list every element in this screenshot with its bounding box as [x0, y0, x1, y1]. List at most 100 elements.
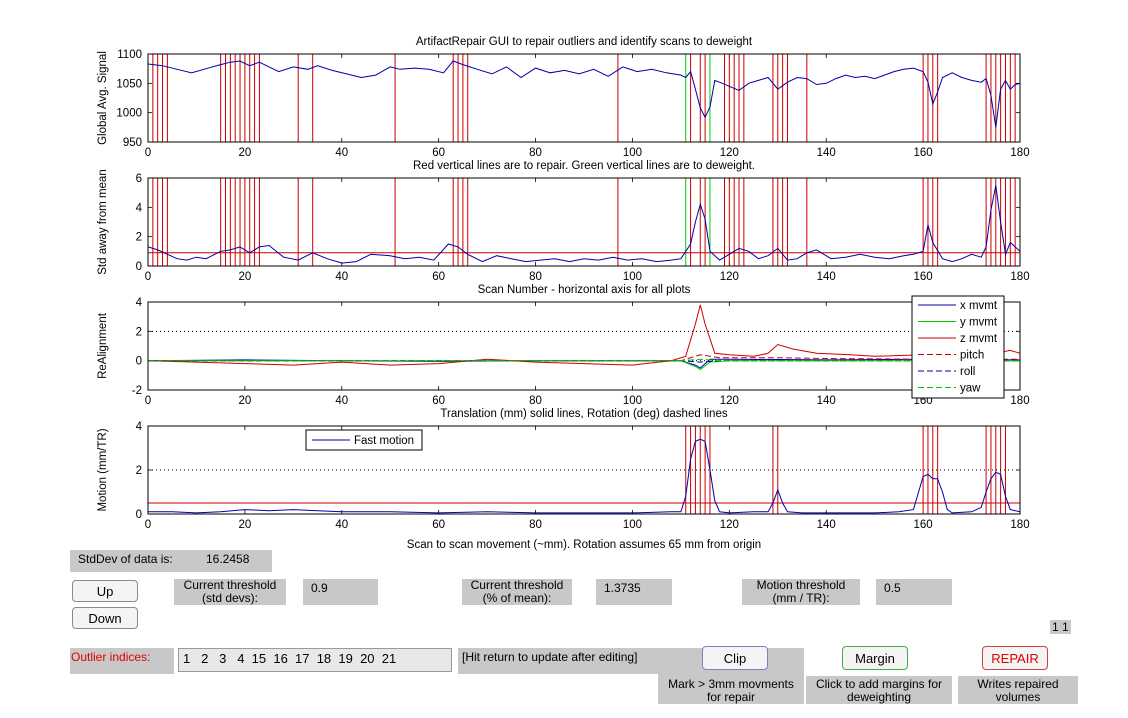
x-tick-label: 80	[529, 519, 542, 531]
plot-4: Translation (mm) solid lines, Rotation (…	[97, 408, 1030, 531]
y-tick-label: 2	[136, 465, 142, 477]
outlier-indices-label: Outlier indices:	[70, 648, 174, 674]
y-tick-label: 1050	[116, 78, 142, 90]
series-line	[148, 304, 1020, 366]
stddev-value: 16.2458	[198, 550, 272, 572]
series-line	[148, 60, 1020, 128]
motion-threshold-value[interactable]: 0.5	[876, 579, 952, 605]
legend-label: x mvmt	[960, 300, 998, 312]
plot-2: Red vertical lines are to repair. Green …	[97, 160, 1030, 283]
x-tick-label: 120	[720, 147, 739, 159]
x-tick-label: 140	[817, 395, 836, 407]
down-button[interactable]: Down	[72, 607, 138, 629]
plot-title: Red vertical lines are to repair. Green …	[413, 160, 755, 172]
legend-realign: x mvmt y mvmt z mvmt pitch roll yaw	[911, 295, 1005, 399]
axes-frame	[147, 425, 1021, 515]
y-axis-label: Motion (mm/TR)	[97, 428, 109, 511]
x-tick-label: 180	[1010, 519, 1029, 531]
legend-label: y mvmt	[960, 317, 998, 329]
x-tick-label: 180	[1010, 147, 1029, 159]
x-tick-label: 80	[529, 147, 542, 159]
x-tick-label: 60	[432, 395, 445, 407]
series-line	[148, 358, 1020, 362]
x-tick-label: 160	[914, 147, 933, 159]
x-tick-label: 180	[1010, 395, 1029, 407]
corner-value: 1 1	[1050, 620, 1071, 634]
x-tick-label: 140	[817, 147, 836, 159]
y-tick-label: 0	[136, 356, 142, 368]
legend-box	[305, 429, 423, 451]
x-tick-label: 60	[432, 271, 445, 283]
y-tick-label: 1000	[116, 108, 142, 120]
x-tick-label: 20	[238, 147, 251, 159]
x-tick-label: 160	[914, 271, 933, 283]
y-tick-label: 4	[136, 421, 143, 433]
y-tick-label: 950	[123, 137, 142, 149]
hint-text: [Hit return to update after editing]	[458, 648, 694, 674]
legend-label: z mvmt	[960, 333, 998, 345]
axes-frame	[147, 53, 1021, 143]
plot-3: Scan Number - horizontal axis for all pl…	[97, 284, 1030, 407]
margin-hint: Click to add margins for deweighting	[815, 677, 943, 704]
x-tick-label: 40	[335, 519, 348, 531]
x-tick-label: 40	[335, 271, 348, 283]
repair-button[interactable]: REPAIR	[982, 646, 1048, 670]
x-tick-label: 80	[529, 271, 542, 283]
plot-title: Translation (mm) solid lines, Rotation (…	[440, 408, 727, 420]
y-tick-label: 1100	[117, 49, 142, 61]
x-tick-label: 0	[145, 519, 151, 531]
series-line	[148, 185, 1020, 264]
bottom-caption: Scan to scan movement (~mm). Rotation as…	[407, 539, 761, 551]
up-button[interactable]: Up	[72, 580, 138, 602]
x-tick-label: 0	[145, 395, 151, 407]
clip-button[interactable]: Clip	[702, 646, 768, 670]
legend-label: pitch	[960, 350, 984, 362]
y-tick-label: 2	[136, 326, 142, 338]
current-threshold-pct-value: 1.3735	[596, 579, 672, 605]
legend-box	[911, 295, 1005, 399]
x-tick-label: 120	[720, 271, 739, 283]
plot-title: Scan Number - horizontal axis for all pl…	[478, 284, 691, 296]
x-tick-label: 100	[623, 395, 642, 407]
y-axis-label: ReAlignment	[97, 312, 109, 379]
margin-area	[806, 676, 952, 704]
x-tick-label: 160	[914, 519, 933, 531]
x-tick-label: 60	[432, 519, 445, 531]
y-tick-label: 4	[136, 297, 143, 309]
y-axis-label: Std away from mean	[97, 169, 109, 274]
repair-area	[958, 676, 1078, 704]
x-tick-label: 180	[1010, 271, 1029, 283]
x-tick-label: 0	[145, 271, 151, 283]
x-tick-label: 80	[529, 395, 542, 407]
x-tick-label: 60	[432, 147, 445, 159]
x-tick-label: 140	[817, 519, 836, 531]
y-tick-label: 0	[136, 509, 142, 521]
x-tick-label: 20	[238, 519, 251, 531]
x-tick-label: 20	[238, 271, 251, 283]
series-line	[148, 438, 1020, 514]
current-threshold-std-label: Current threshold (std devs):	[174, 579, 286, 605]
x-tick-label: 120	[720, 395, 739, 407]
plot-1: ArtifactRepair GUI to repair outliers an…	[97, 36, 1030, 159]
y-axis-label: Global Avg. Signal	[97, 51, 109, 145]
motion-threshold-label: Motion threshold (mm / TR):	[742, 579, 860, 605]
repair-hint: Writes repaired volumes	[977, 677, 1059, 704]
x-tick-label: 20	[238, 395, 251, 407]
x-tick-label: 40	[335, 147, 348, 159]
legend-label: yaw	[960, 383, 981, 395]
current-threshold-std-value[interactable]: 0.9	[303, 579, 378, 605]
outlier-indices-input[interactable]: 1 2 3 4 15 16 17 18 19 20 21	[178, 648, 452, 672]
legend-motion: Fast motion	[305, 429, 423, 451]
plot-title: ArtifactRepair GUI to repair outliers an…	[416, 36, 753, 48]
y-tick-label: 6	[136, 173, 142, 185]
x-tick-label: 0	[145, 147, 151, 159]
x-tick-label: 140	[817, 271, 836, 283]
stddev-label: StdDev of data is:	[70, 550, 204, 572]
y-tick-label: -2	[132, 385, 142, 397]
x-tick-label: 120	[720, 519, 739, 531]
margin-button[interactable]: Margin	[842, 646, 908, 670]
axes-frame	[147, 177, 1021, 267]
legend-label: roll	[960, 366, 975, 378]
x-tick-label: 100	[623, 147, 642, 159]
